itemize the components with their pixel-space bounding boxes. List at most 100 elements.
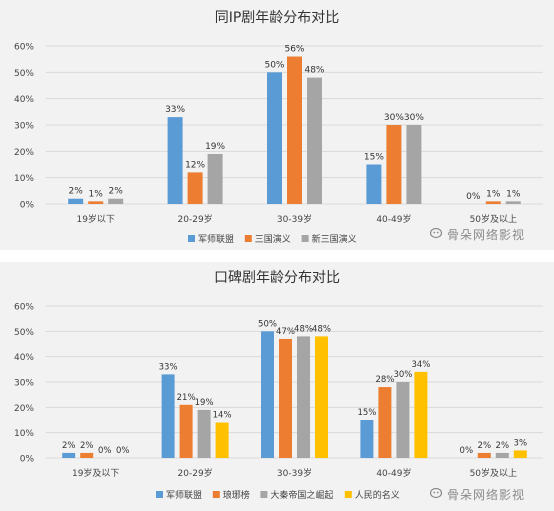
x-tick-label: 50岁及以上 (470, 467, 517, 479)
y-tick-label: 0% (20, 455, 35, 465)
data-label: 2% (496, 441, 510, 451)
bar-琅琊榜 (80, 452, 94, 458)
legend-swatch (188, 235, 195, 242)
x-tick-label: 30-39岁 (277, 467, 312, 479)
y-tick-label: 0% (20, 201, 35, 211)
bar-军师联盟 (261, 331, 274, 458)
bar-军师联盟 (366, 164, 382, 204)
chart-title: 口碑剧年龄分布对比 (214, 270, 340, 286)
data-label: 2% (62, 441, 76, 451)
data-label: 1% (486, 189, 501, 199)
watermark-text: 骨朵网络影视 (447, 488, 526, 502)
data-label: 2% (478, 441, 492, 451)
data-label: 1% (506, 189, 521, 199)
bar-大秦帝国之崛起 (297, 336, 310, 458)
data-label: 34% (411, 360, 430, 370)
x-tick-label: 40-49岁 (376, 213, 411, 225)
y-tick-label: 10% (14, 174, 34, 184)
y-tick-label: 20% (14, 404, 34, 414)
data-label: 2% (80, 441, 94, 451)
legend-label: 新三国演义 (312, 233, 357, 245)
data-label: 48% (312, 324, 331, 334)
bar-人民的名义 (414, 371, 428, 458)
bar-人民的名义 (315, 336, 328, 458)
panel-divider (0, 250, 554, 262)
y-tick-label: 10% (14, 429, 34, 439)
data-label: 3% (514, 438, 528, 448)
data-label: 12% (185, 160, 205, 170)
data-label: 21% (177, 393, 196, 403)
bar-新三国演义 (505, 201, 521, 204)
y-tick-label: 30% (14, 122, 34, 132)
data-label: 56% (284, 45, 304, 55)
data-label: 33% (165, 105, 185, 115)
y-tick-label: 50% (14, 328, 34, 338)
legend-label: 大秦帝国之崛起 (270, 489, 333, 501)
bar-大秦帝国之崛起 (396, 382, 410, 458)
bar-军师联盟 (167, 117, 183, 204)
legend-swatch (344, 491, 352, 498)
chart-title: 同IP剧年龄分布对比 (215, 10, 340, 26)
data-label: 15% (364, 153, 384, 163)
legend-label: 人民的名义 (355, 489, 400, 501)
legend-swatch (156, 491, 163, 498)
legend-label: 军师联盟 (198, 233, 234, 245)
bar-三国演义 (88, 201, 104, 204)
data-label: 33% (159, 362, 178, 372)
legend-label: 军师联盟 (166, 489, 202, 501)
bar-三国演义 (485, 201, 501, 204)
data-label: 50% (264, 60, 284, 70)
chart-panel-top: 同IP剧年龄分布对比 0% 10% 20% 30% 40% 50% 60% 2% 1% 2% 19岁以… (0, 0, 554, 250)
watermark-text: 骨朵网络影视 (447, 228, 526, 242)
bar-人民的名义 (215, 422, 229, 458)
bar-新三国演义 (406, 125, 422, 204)
data-label: 0% (466, 192, 481, 202)
bar-人民的名义 (513, 450, 527, 458)
x-tick-label: 50岁及以上 (470, 213, 517, 225)
data-label: 30% (404, 113, 424, 123)
data-label: 48% (294, 324, 313, 334)
x-tick-label: 19岁以下 (76, 213, 114, 225)
bar-琅琊榜 (179, 404, 193, 458)
data-label: 30% (393, 370, 412, 380)
bar-新三国演义 (307, 77, 322, 204)
wechat-icon (430, 487, 444, 501)
bar-琅琊榜 (378, 387, 392, 458)
chart-age-distribution-same-ip: 同IP剧年龄分布对比 0% 10% 20% 30% 40% 50% 60% 2% 1% 2% 19岁以… (14, 10, 543, 245)
x-tick-label: 40-49岁 (376, 467, 411, 479)
data-label: 47% (276, 327, 295, 337)
data-label: 15% (357, 408, 376, 418)
legend-label: 琅琊榜 (223, 489, 250, 501)
x-tick-label: 19岁及以下 (72, 467, 119, 479)
y-tick-label: 30% (14, 379, 34, 389)
bar-三国演义 (287, 56, 302, 205)
bar-军师联盟 (267, 72, 282, 204)
legend-swatch (301, 235, 309, 242)
y-tick-label: 40% (14, 353, 34, 363)
y-tick-label: 60% (14, 303, 34, 313)
bar-军师联盟 (161, 374, 175, 458)
bar-军师联盟 (360, 420, 374, 458)
bar-军师联盟 (68, 198, 84, 204)
legend-label: 三国演义 (255, 233, 291, 245)
bar-新三国演义 (207, 153, 223, 204)
y-tick-label: 50% (14, 69, 34, 79)
data-label: 19% (205, 142, 225, 152)
data-label: 1% (89, 189, 104, 199)
data-label: 0% (98, 446, 112, 456)
data-label: 30% (384, 113, 404, 123)
wechat-icon (430, 227, 444, 241)
x-tick-label: 20-29岁 (178, 467, 213, 479)
bar-琅琊榜 (279, 338, 292, 458)
bar-新三国演义 (108, 198, 124, 204)
chart-age-distribution-acclaimed: 口碑剧年龄分布对比 0% 10% 20% 30% 40% 50% 60% 2% 2% 0% 0% 19岁… (14, 270, 543, 501)
data-label: 0% (460, 446, 474, 456)
bar-军师联盟 (62, 452, 76, 458)
legend-swatch (212, 491, 220, 498)
y-tick-label: 40% (14, 95, 34, 105)
data-label: 28% (375, 375, 394, 385)
bar-琅琊榜 (477, 452, 491, 458)
data-label: 48% (304, 66, 324, 76)
bar-三国演义 (386, 125, 402, 204)
chart-panel-bottom: 口碑剧年龄分布对比 0% 10% 20% 30% 40% 50% 60% 2% 2% 0% 0% 19岁… (0, 262, 554, 511)
